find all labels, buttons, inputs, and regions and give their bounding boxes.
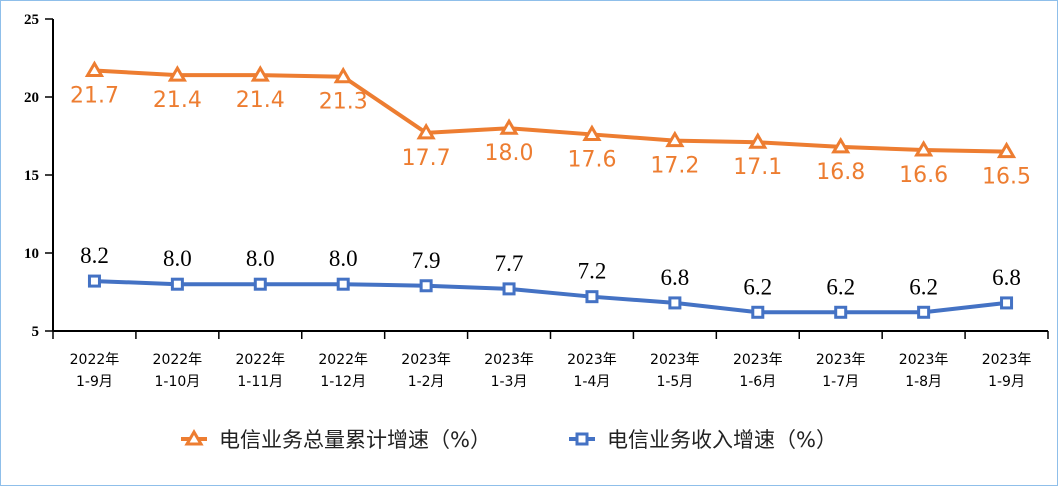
- x-tick-label: 1-6月: [739, 374, 776, 390]
- x-tick-label: 2022年: [70, 352, 120, 368]
- data-label: 21.4: [153, 88, 202, 113]
- legend-label: 电信业务收入增速（%）: [607, 428, 837, 452]
- triangle-marker: [748, 132, 768, 149]
- x-tick-label: 1-10月: [154, 374, 200, 390]
- square-marker: [1000, 296, 1014, 310]
- legend-square-icon: [575, 432, 589, 446]
- x-tick-label: 1-9月: [988, 374, 1025, 390]
- x-tick-label: 2023年: [650, 352, 700, 368]
- triangle-marker: [914, 140, 934, 157]
- triangle-marker: [499, 118, 519, 135]
- data-label: 8.2: [80, 243, 109, 268]
- data-label: 8.0: [329, 246, 358, 271]
- data-label: 8.0: [163, 246, 192, 271]
- x-tick-label: 2023年: [733, 352, 783, 368]
- data-label: 21.7: [70, 83, 119, 108]
- x-tick-label: 1-3月: [491, 374, 528, 390]
- data-label: 6.2: [909, 274, 938, 299]
- legend-label: 电信业务总量累计增速（%）: [219, 428, 491, 452]
- square-marker: [336, 277, 350, 291]
- triangle-marker: [996, 141, 1017, 159]
- x-tick-label: 2022年: [318, 352, 368, 368]
- data-label: 6.2: [826, 274, 855, 299]
- triangle-marker: [333, 66, 353, 84]
- data-label: 16.5: [982, 165, 1031, 190]
- x-tick-label: 2023年: [816, 352, 866, 368]
- x-tick-label: 2022年: [235, 352, 285, 368]
- data-label: 17.6: [567, 147, 616, 172]
- x-tick-label: 1-8月: [905, 374, 942, 390]
- square-marker: [751, 305, 765, 319]
- triangle-marker: [665, 130, 685, 148]
- x-tick-label: 1-11月: [237, 374, 283, 390]
- data-label: 6.8: [661, 265, 690, 290]
- data-label: 7.7: [495, 251, 524, 276]
- data-label: 16.6: [899, 163, 948, 188]
- triangle-marker: [84, 60, 105, 77]
- y-tick-label: 5: [32, 324, 40, 340]
- square-marker: [419, 279, 433, 293]
- square-marker: [834, 305, 848, 319]
- data-label: 21.3: [319, 90, 368, 115]
- x-tick-label: 2023年: [567, 352, 617, 368]
- y-tick-label: 20: [24, 90, 39, 106]
- data-label: 7.9: [412, 248, 441, 273]
- data-label: 6.8: [992, 265, 1021, 290]
- data-label: 16.8: [816, 160, 865, 185]
- series-line: [94, 279, 1007, 315]
- x-tick-label: 2023年: [401, 352, 451, 368]
- x-tick-label: 1-9月: [76, 374, 113, 390]
- data-label: 7.2: [578, 259, 607, 284]
- square-marker: [170, 277, 184, 291]
- x-tick-label: 2022年: [153, 352, 203, 368]
- data-label: 6.2: [743, 274, 772, 299]
- triangle-marker: [167, 65, 187, 82]
- y-tick-label: 25: [24, 12, 39, 28]
- x-tick-label: 2023年: [982, 352, 1032, 368]
- data-label: 17.2: [650, 154, 699, 179]
- x-tick-label: 1-12月: [320, 374, 366, 390]
- y-tick-label: 10: [24, 246, 39, 262]
- square-marker: [917, 305, 931, 319]
- square-marker: [668, 296, 682, 310]
- square-marker: [87, 274, 101, 288]
- x-tick-label: 1-4月: [574, 374, 611, 390]
- x-tick-label: 1-2月: [408, 374, 445, 390]
- data-label: 21.4: [236, 88, 285, 113]
- data-label: 17.1: [733, 155, 782, 180]
- square-marker: [585, 290, 599, 304]
- x-tick-label: 2023年: [484, 352, 534, 368]
- square-marker: [502, 282, 516, 296]
- triangle-marker: [416, 122, 436, 140]
- square-marker: [253, 277, 267, 291]
- y-tick-label: 15: [24, 168, 39, 184]
- x-tick-label: 2023年: [899, 352, 949, 368]
- triangle-marker: [831, 136, 851, 154]
- x-tick-label: 1-5月: [656, 374, 693, 390]
- triangle-marker: [582, 124, 602, 141]
- data-label: 17.7: [402, 146, 451, 171]
- x-tick-label: 1-7月: [822, 374, 859, 390]
- series-line: [94, 68, 1007, 154]
- data-label: 8.0: [246, 246, 275, 271]
- triangle-marker: [250, 65, 270, 82]
- data-label: 18.0: [485, 141, 534, 166]
- legend-triangle-icon: [184, 429, 204, 446]
